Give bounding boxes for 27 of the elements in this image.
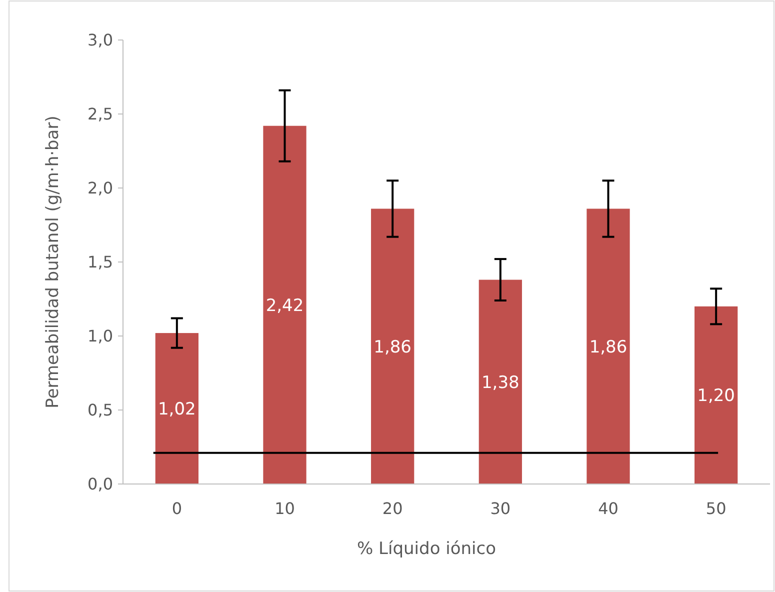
data-label: 1,38	[481, 372, 520, 393]
data-label: 1,86	[589, 337, 628, 358]
bar	[586, 208, 630, 484]
y-tick-label: 3,0	[88, 30, 113, 50]
x-tick-label: 20	[382, 499, 403, 518]
y-tick-label: 0,5	[88, 400, 113, 420]
x-tick-label: 50	[706, 499, 726, 518]
y-axis-title: Permeabilidad butanol (g/m·h·bar)	[43, 116, 63, 408]
data-label: 1,02	[158, 399, 196, 420]
y-tick-label: 2,5	[88, 104, 113, 124]
bar	[155, 333, 198, 484]
y-tick-label: 1,0	[88, 326, 113, 346]
y-tick-label: 1,5	[88, 252, 113, 272]
y-tick-label: 0,0	[88, 474, 113, 494]
x-tick-label: 30	[490, 499, 511, 518]
bar	[371, 208, 414, 484]
data-label: 1,86	[374, 337, 412, 358]
data-label: 1,20	[697, 386, 736, 406]
bar	[478, 280, 522, 484]
bar	[263, 126, 306, 484]
x-tick-label: 40	[598, 499, 618, 518]
y-tick-label: 2,0	[88, 178, 113, 198]
bar	[694, 306, 738, 484]
x-tick-label: 10	[274, 499, 295, 518]
data-label: 2,42	[266, 296, 304, 316]
x-tick-label: 0	[172, 499, 182, 518]
x-axis-title: % Líquido iónico	[356, 539, 496, 559]
